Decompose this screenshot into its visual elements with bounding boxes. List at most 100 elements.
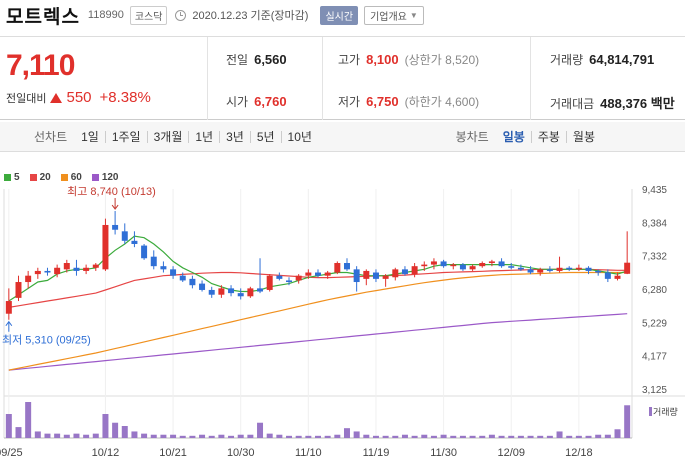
volume-bar (141, 433, 148, 438)
volume-bar (199, 434, 206, 438)
y-tick-label: 7,332 (642, 252, 667, 263)
stock-name: 모트렉스 (6, 6, 80, 28)
volume-value: 64,814,791 (589, 52, 655, 67)
volume-bar (479, 435, 486, 438)
legend-ma60: 60 (60, 172, 82, 183)
tab-daily[interactable]: 일봉 (502, 129, 525, 144)
candle-body (537, 269, 544, 273)
chart-legend: 5 20 60 120 (4, 172, 119, 183)
volume-bar (208, 435, 215, 438)
candle-body (83, 267, 90, 271)
candle-body (440, 261, 447, 267)
volume-bar (286, 435, 293, 438)
candle-body (295, 275, 302, 281)
volume-bar (401, 434, 408, 438)
tab-monthly[interactable]: 월봉 (565, 130, 601, 143)
current-price: 7,110 (6, 49, 75, 82)
candle-body (54, 267, 61, 275)
candle-body (179, 275, 186, 281)
x-tick-label: 09/25 (0, 447, 23, 459)
volume-bar (160, 434, 167, 438)
volume-bar (508, 435, 515, 438)
tab-1day[interactable]: 1일 (81, 129, 99, 144)
volume-bar (517, 435, 524, 438)
lower-limit: (하한가 4,600) (404, 95, 480, 109)
volume-bar (459, 435, 466, 438)
volume-bar (566, 435, 573, 438)
volume-bar (382, 435, 389, 438)
tab-1week[interactable]: 1주일 (104, 130, 147, 143)
candle-body (141, 245, 148, 259)
candle-body (199, 283, 206, 290)
candle-body (305, 272, 312, 276)
volume-bar (546, 435, 553, 438)
volume-bar (237, 434, 244, 438)
company-overview-button[interactable]: 기업개요 ▼ (364, 5, 424, 25)
volume-bar (585, 435, 592, 438)
candle-body (421, 264, 428, 267)
high-value: 8,100 (366, 52, 399, 67)
volume-bar (218, 434, 225, 438)
candle-body (392, 269, 399, 278)
volume-bar (430, 435, 437, 438)
candle-body (546, 269, 553, 271)
candle-body (5, 301, 12, 314)
divider (530, 37, 531, 120)
divider (322, 37, 323, 120)
volume-bar (469, 435, 476, 438)
tab-3year[interactable]: 3년 (219, 130, 250, 143)
volume-bar (305, 435, 312, 438)
volume-bar (527, 435, 534, 438)
realtime-button[interactable]: 실시간 (320, 5, 359, 25)
candle-body (63, 263, 70, 270)
volume-bar (228, 435, 235, 438)
candle-body (469, 266, 476, 270)
amount-value: 488,376 백만 (600, 96, 675, 111)
open-label: 시가 (226, 95, 249, 109)
volume-bar (121, 426, 128, 438)
y-tick-label: 3,125 (642, 385, 667, 396)
candle-body (257, 288, 264, 292)
base-date: 2020.12.23 기준(장마감) (192, 10, 309, 22)
candle-body (131, 240, 138, 244)
current-price-box: 7,110 전일대비 550 +8.38% (0, 37, 208, 120)
candle-body (604, 272, 611, 279)
candle-chart-label: 봉차트 (455, 130, 489, 144)
candle-body (508, 266, 515, 268)
volume-legend: 거래량 (653, 406, 678, 417)
tab-10year[interactable]: 10년 (280, 130, 318, 143)
candle-chart[interactable]: 5 20 60 120 9,435 8,384 7,332 6,280 5,229 4,1… (0, 170, 685, 462)
change-rate: +8.38% (99, 89, 151, 106)
line-chart-label: 선차트 (34, 130, 68, 144)
volume-bar (556, 431, 563, 438)
candle-body (266, 275, 273, 290)
volume-bar (334, 434, 341, 438)
tab-3month[interactable]: 3개월 (146, 130, 189, 143)
legend-ma20: 20 (29, 172, 51, 183)
stock-code: 118990 (87, 9, 124, 21)
tab-5year[interactable]: 5년 (249, 130, 281, 143)
x-tick-label: 10/30 (227, 447, 255, 459)
candle-body (430, 261, 437, 265)
max-arrow-head (111, 204, 119, 210)
candle-body (459, 264, 466, 270)
volume-bar (498, 435, 505, 438)
candle-body (25, 275, 32, 283)
candle-body (286, 280, 293, 283)
candle-body (343, 263, 350, 270)
candle-body (353, 269, 360, 283)
volume-bar (614, 429, 621, 438)
tab-weekly[interactable]: 주봉 (530, 130, 566, 143)
tab-1year[interactable]: 1년 (188, 130, 219, 143)
volume-bar (411, 435, 418, 438)
candle-body (595, 270, 602, 273)
volume-bar (392, 435, 399, 438)
candle-body (218, 288, 225, 295)
volume-bar (440, 434, 447, 438)
volume-bar (189, 435, 196, 438)
volume-bar (604, 434, 611, 438)
high-stat: 고가 8,100 (상한가 8,520) (338, 51, 479, 68)
low-stat: 저가 6,750 (하한가 4,600) (338, 93, 479, 110)
volume-bar (25, 402, 32, 438)
candle-body (34, 270, 41, 275)
